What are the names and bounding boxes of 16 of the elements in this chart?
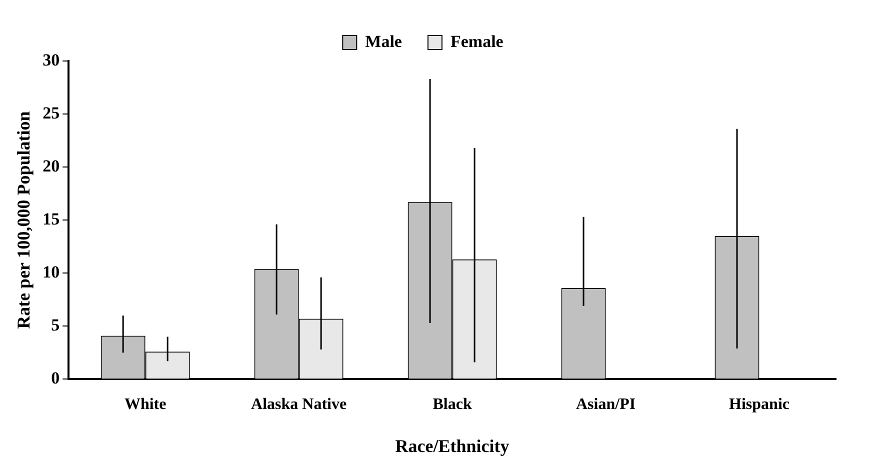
x-tick-label: Black xyxy=(432,396,472,413)
x-tick-label: White xyxy=(124,396,166,413)
y-tick-label: 20 xyxy=(42,156,60,176)
legend-label: Female xyxy=(450,32,504,51)
legend-label: Male xyxy=(365,32,402,51)
x-tick-label: Alaska Native xyxy=(251,396,347,413)
y-tick-label: 30 xyxy=(42,50,60,70)
y-tick-label: 25 xyxy=(42,103,60,122)
y-tick-label: 5 xyxy=(51,316,60,335)
x-axis-title: Race/Ethnicity xyxy=(395,436,510,456)
x-tick-label: Asian/PI xyxy=(576,396,636,413)
y-tick-label: 10 xyxy=(42,262,60,282)
y-tick-label: 15 xyxy=(42,209,60,228)
y-axis-title: Rate per 100,000 Population xyxy=(13,111,34,329)
y-tick-label: 0 xyxy=(51,368,60,388)
x-tick-label: Hispanic xyxy=(729,396,790,413)
